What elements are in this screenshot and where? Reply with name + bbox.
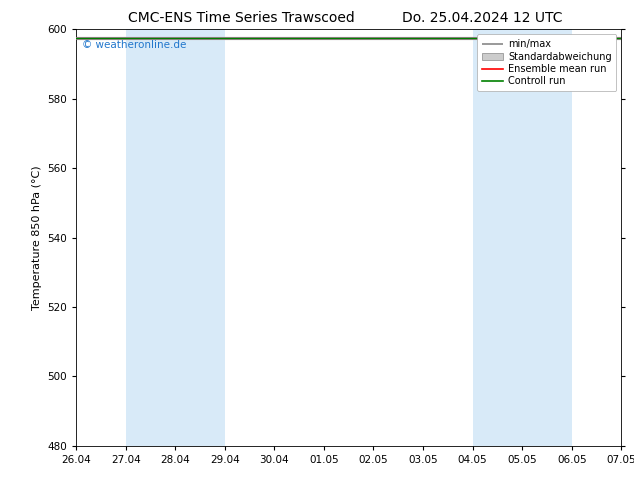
Y-axis label: Temperature 850 hPa (°C): Temperature 850 hPa (°C) — [32, 165, 42, 310]
Text: CMC-ENS Time Series Trawscoed: CMC-ENS Time Series Trawscoed — [127, 11, 354, 25]
Bar — [126, 29, 225, 446]
Bar — [621, 29, 634, 446]
Bar — [472, 29, 572, 446]
Text: © weatheronline.de: © weatheronline.de — [82, 40, 186, 50]
Legend: min/max, Standardabweichung, Ensemble mean run, Controll run: min/max, Standardabweichung, Ensemble me… — [477, 34, 616, 91]
Text: Do. 25.04.2024 12 UTC: Do. 25.04.2024 12 UTC — [401, 11, 562, 25]
